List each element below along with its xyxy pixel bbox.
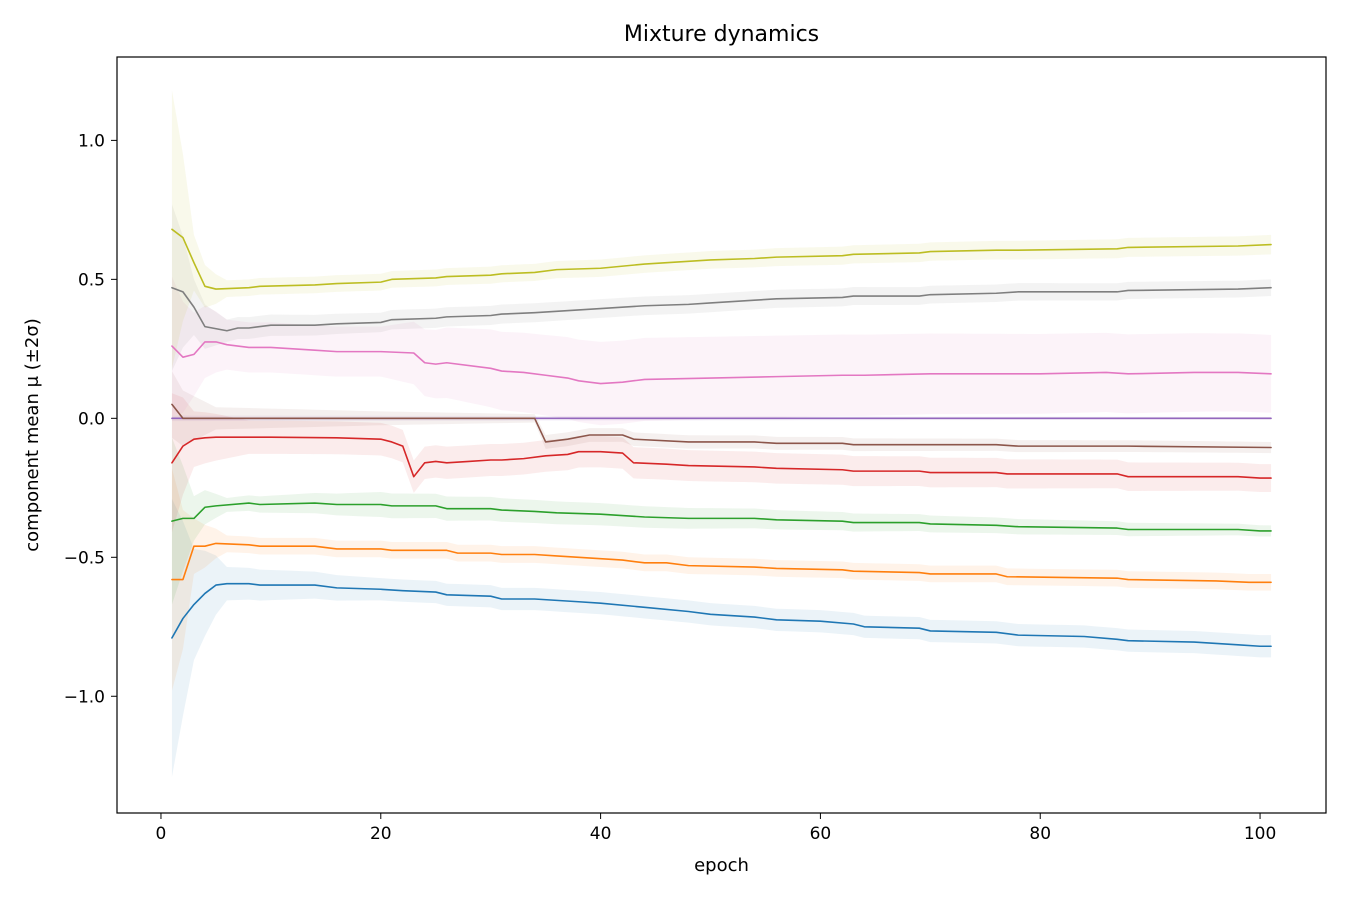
series-3-line xyxy=(171,502,1272,532)
series-6-band xyxy=(171,371,1272,454)
series-8-line xyxy=(171,286,1272,332)
x-tick-label: 60 xyxy=(810,824,832,844)
x-tick-label: 100 xyxy=(1244,824,1276,844)
y-tick-label: 1.0 xyxy=(78,131,105,151)
series-2-line xyxy=(171,542,1272,584)
line-layer xyxy=(171,228,1272,648)
series-1-band xyxy=(171,498,1272,777)
series-7-band xyxy=(171,276,1272,426)
series-8-band xyxy=(171,204,1272,372)
x-tick-label: 0 xyxy=(156,824,167,844)
y-axis: −1.0 −0.5 0.0 0.5 1.0 xyxy=(64,131,117,707)
y-axis-label: component mean μ (±2σ) xyxy=(22,318,43,551)
y-tick-label: −0.5 xyxy=(64,548,105,568)
x-tick-label: 40 xyxy=(590,824,612,844)
series-7-line xyxy=(171,341,1272,385)
x-tick-label: 20 xyxy=(370,824,392,844)
series-3-band xyxy=(171,437,1272,605)
x-axis: 0 20 40 60 80 100 xyxy=(156,813,1276,844)
x-tick-label: 80 xyxy=(1029,824,1051,844)
series-4-line xyxy=(171,436,1272,479)
series-2-band xyxy=(171,468,1272,691)
series-6-line xyxy=(171,403,1272,449)
y-tick-label: −1.0 xyxy=(64,687,105,707)
band-layer xyxy=(171,90,1272,777)
x-axis-label: epoch xyxy=(694,855,749,876)
series-4-band xyxy=(171,393,1272,533)
plot-area-background xyxy=(117,57,1326,813)
series-1-line xyxy=(171,582,1272,648)
y-tick-label: 0.5 xyxy=(78,270,105,290)
chart-title: Mixture dynamics xyxy=(624,22,819,47)
series-9-line xyxy=(171,228,1272,290)
plot-area-frame xyxy=(116,56,1327,814)
y-tick-label: 0.0 xyxy=(78,409,105,429)
